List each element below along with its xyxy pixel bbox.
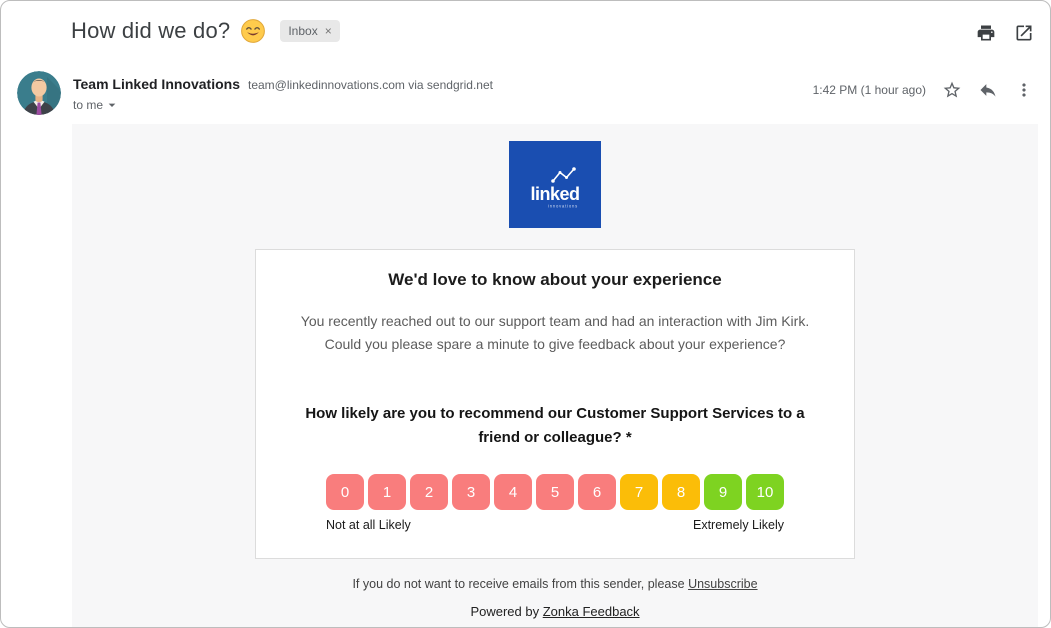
- reply-icon[interactable]: [978, 80, 998, 100]
- survey-body-line-2: Could you please spare a minute to give …: [324, 336, 786, 352]
- recipient-dropdown[interactable]: to me: [73, 97, 493, 113]
- message-meta: 1:42 PM (1 hour ago): [813, 71, 1034, 109]
- nps-button-1[interactable]: 1: [368, 474, 406, 510]
- nps-button-4[interactable]: 4: [494, 474, 532, 510]
- nps-button-3[interactable]: 3: [452, 474, 490, 510]
- nps-left-label: Not at all Likely: [326, 518, 411, 532]
- survey-body-line-1: You recently reached out to our support …: [300, 313, 810, 329]
- chevron-down-icon: [108, 103, 116, 107]
- survey-heading: We'd love to know about your experience: [388, 270, 722, 289]
- nps-button-6[interactable]: 6: [578, 474, 616, 510]
- nps-scale: 0 1 2 3 4 5 6 7 8 9 10: [294, 474, 816, 510]
- more-options-icon[interactable]: [1014, 80, 1034, 100]
- timestamp: 1:42 PM (1 hour ago): [812, 83, 926, 97]
- email-body: linked innovations We'd love to know abo…: [72, 124, 1038, 627]
- sender-email: team@linkedinnovations.com via sendgrid.…: [248, 78, 493, 92]
- sender-name: Team Linked Innovations: [73, 76, 240, 92]
- nps-button-0[interactable]: 0: [326, 474, 364, 510]
- logo-chart-line: [552, 168, 575, 182]
- open-in-new-window-icon[interactable]: [1014, 23, 1034, 43]
- nps-button-2[interactable]: 2: [410, 474, 448, 510]
- nps-scale-labels: Not at all Likely Extremely Likely: [326, 518, 784, 532]
- nps-button-9[interactable]: 9: [704, 474, 742, 510]
- nps-button-5[interactable]: 5: [536, 474, 574, 510]
- linked-innovations-logo: linked innovations: [509, 141, 601, 228]
- logo-sub-brand-text: innovations: [548, 204, 578, 209]
- top-actions: [976, 23, 1034, 43]
- smiling-face-emoji: [241, 19, 266, 43]
- survey-question: How likely are you to recommend our Cust…: [294, 402, 816, 450]
- sender-row: Team Linked Innovations team@linkedinnov…: [17, 71, 1034, 115]
- inbox-label-text: Inbox: [288, 24, 318, 38]
- powered-by-line: Powered by Zonka Feedback: [470, 604, 639, 619]
- powered-by-link[interactable]: Zonka Feedback: [542, 604, 640, 619]
- nps-right-label: Extremely Likely: [693, 518, 784, 532]
- unsubscribe-link[interactable]: Unsubscribe: [688, 577, 758, 591]
- recipient-text: to me: [73, 98, 104, 112]
- print-icon[interactable]: [976, 23, 996, 43]
- nps-button-8[interactable]: 8: [662, 474, 700, 510]
- unsubscribe-text: If you do not want to receive emails fro…: [352, 577, 685, 591]
- survey-question-line-1: How likely are you to recommend our Cust…: [305, 405, 805, 422]
- nps-button-10[interactable]: 10: [746, 474, 784, 510]
- email-subject: How did we do?: [71, 18, 231, 43]
- nps-button-7[interactable]: 7: [620, 474, 658, 510]
- unsubscribe-line: If you do not want to receive emails fro…: [352, 577, 757, 591]
- subject-row: How did we do? Inbox ×: [71, 18, 340, 44]
- powered-by-text: Powered by: [470, 604, 540, 619]
- inbox-label-remove-icon[interactable]: ×: [324, 24, 332, 38]
- sender-info: Team Linked Innovations team@linkedinnov…: [73, 71, 493, 115]
- logo-brand-text: linked: [530, 184, 579, 204]
- survey-question-line-2: friend or colleague? *: [478, 429, 632, 446]
- sender-avatar[interactable]: [17, 71, 61, 115]
- star-icon[interactable]: [942, 80, 962, 100]
- inbox-label-chip[interactable]: Inbox ×: [280, 20, 340, 42]
- survey-card: We'd love to know about your experience …: [255, 249, 855, 559]
